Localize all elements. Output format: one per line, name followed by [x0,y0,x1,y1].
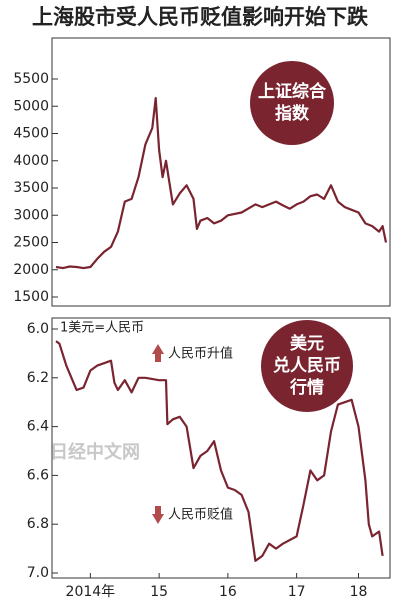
x-tick-label: 17 [288,584,306,600]
annotation: 1美元=人民币 [60,321,144,336]
panel-frame [51,37,391,307]
x-tick-label: 18 [350,584,368,600]
y-tick-label: 1500 [13,289,49,305]
panel-frame [51,317,391,579]
y-tick-label: 6.4 [27,419,49,435]
legend-label: 上证综合 [258,81,327,102]
down-arrow [152,506,164,524]
y-tick-label: 5500 [13,71,49,87]
y-tick-label: 2500 [13,235,49,251]
y-tick-label: 6.8 [27,516,49,532]
y-tick-label: 4500 [13,126,49,142]
x-tick-label: 16 [219,584,237,600]
y-tick-label: 6.0 [27,321,49,337]
up-arrow [152,344,164,362]
annotation: 人民币贬值 [168,507,233,523]
x-tick-label: 2014年 [66,584,116,600]
legend-label: 指数 [275,103,310,124]
legend-label: 美元 [290,333,324,354]
data-line [55,97,388,270]
data-line [55,340,384,562]
y-tick-label: 2000 [13,262,49,278]
x-tick-label: 15 [150,584,168,600]
y-tick-label: 6.6 [27,467,49,483]
y-tick-label: 3000 [13,207,49,223]
legend-badge [250,61,334,145]
legend-label: 兑人民币 [273,355,341,376]
watermark: 日经中文网 [50,441,140,463]
legend-label: 行情 [289,377,324,398]
legend-badge [261,320,353,412]
y-tick-label: 7.0 [27,565,49,581]
y-tick-label: 3500 [13,180,49,196]
y-tick-label: 5000 [13,98,49,114]
y-tick-label: 6.2 [27,370,49,386]
y-tick-label: 4000 [13,153,49,169]
chart-title: 上海股市受人民币贬值影响开始下跌 [32,5,369,29]
annotation: 人民币升值 [168,346,233,362]
